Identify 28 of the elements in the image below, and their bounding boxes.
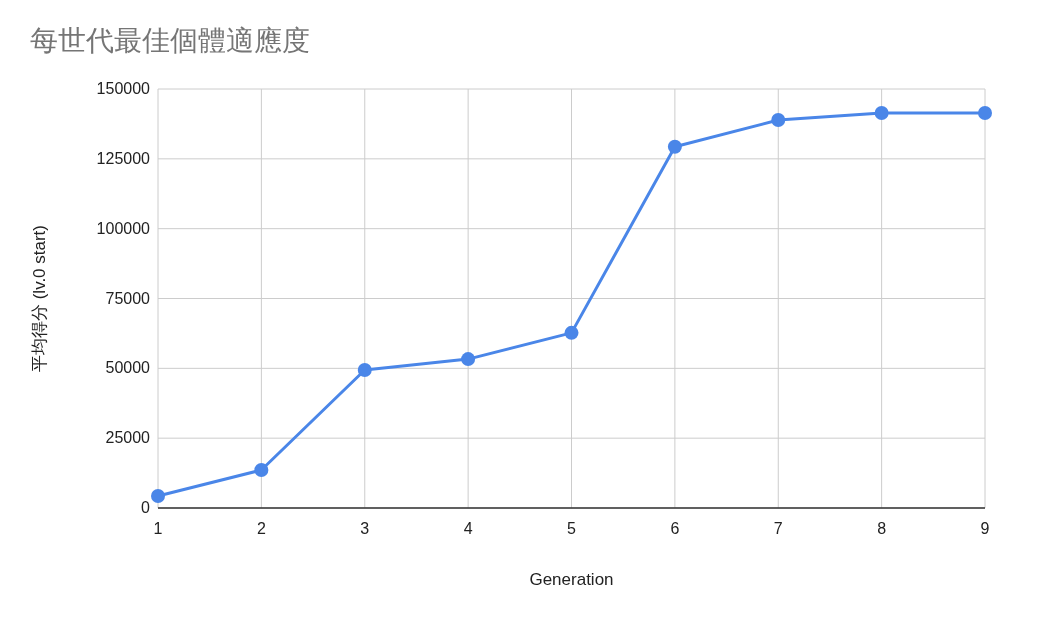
- x-tick-label: 4: [463, 520, 473, 537]
- y-tick-label: 125000: [96, 149, 151, 167]
- x-tick-label: 2: [256, 520, 266, 537]
- y-tick-label: 100000: [96, 219, 151, 237]
- y-tick-label: 0: [141, 499, 151, 516]
- point: [667, 139, 682, 154]
- point: [151, 488, 165, 503]
- y-tick-label: 50000: [105, 359, 151, 377]
- x-tick-label: 8: [877, 520, 887, 537]
- x-tick-label: 6: [670, 520, 680, 537]
- chart-title: 每世代最佳個體適應度: [30, 25, 310, 56]
- point: [771, 113, 786, 128]
- y-tick-label: 25000: [105, 429, 151, 447]
- x-tick-label: 5: [567, 520, 577, 537]
- x-axis-title: Generation: [529, 570, 614, 589]
- point: [978, 106, 992, 121]
- point: [461, 352, 476, 367]
- x-tick-label: 1: [153, 520, 163, 537]
- point: [357, 363, 372, 378]
- x-tick-label: 3: [360, 520, 370, 537]
- x-tick-label: 9: [980, 520, 990, 537]
- point: [874, 106, 889, 121]
- y-tick-label: 75000: [105, 289, 151, 307]
- point: [564, 325, 579, 340]
- y-axis-title: 平均得分 (lv.0 start): [30, 224, 49, 373]
- x-tick-label: 7: [773, 520, 783, 537]
- y-tick-label: 150000: [96, 80, 151, 97]
- point: [254, 463, 269, 478]
